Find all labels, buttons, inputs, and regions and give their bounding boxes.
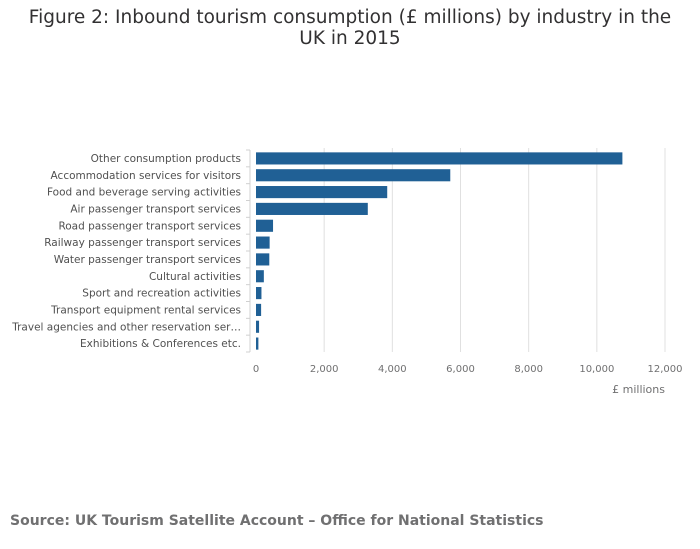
x-tick-label: 4,000: [378, 364, 407, 375]
x-tick-label: 12,000: [648, 364, 683, 375]
x-tick-label: 2,000: [310, 364, 339, 375]
category-label: Railway passenger transport services: [44, 237, 241, 249]
bars: [256, 152, 623, 350]
category-label: Water passenger transport services: [54, 254, 241, 266]
bar[interactable]: [256, 253, 270, 266]
category-label: Food and beverage serving activities: [47, 187, 241, 199]
bar[interactable]: [256, 169, 451, 182]
category-label: Transport equipment rental services: [50, 304, 241, 316]
x-tick-label: 0: [253, 364, 259, 375]
bar[interactable]: [256, 320, 260, 333]
chart-title: Figure 2: Inbound tourism consumption (£…: [28, 7, 672, 49]
bar[interactable]: [256, 186, 388, 199]
category-labels: Other consumption products Accommodation …: [11, 153, 241, 350]
category-label: Sport and recreation activities: [82, 288, 241, 300]
category-label: Travel agencies and other reservation se…: [11, 321, 241, 333]
x-tick-labels: 0 2,000 4,000 6,000 8,000 10,000 12,000: [253, 364, 683, 375]
x-tick-label: 10,000: [579, 364, 614, 375]
category-label: Cultural activities: [149, 271, 241, 283]
bar[interactable]: [256, 152, 623, 165]
source-note: Source: UK Tourism Satellite Account – O…: [10, 513, 544, 529]
category-label: Other consumption products: [91, 153, 241, 165]
x-axis-label: £ millions: [612, 383, 665, 396]
bar[interactable]: [256, 303, 262, 316]
bar[interactable]: [256, 270, 264, 283]
bar[interactable]: [256, 236, 270, 249]
bar[interactable]: [256, 337, 259, 350]
bar[interactable]: [256, 202, 368, 215]
category-label: Accommodation services for visitors: [51, 170, 241, 182]
category-label: Air passenger transport services: [70, 203, 241, 215]
x-tick-label: 6,000: [446, 364, 475, 375]
bar[interactable]: [256, 219, 274, 232]
bar[interactable]: [256, 287, 262, 300]
category-label: Road passenger transport services: [58, 220, 241, 232]
gridlines: [246, 148, 666, 353]
x-tick-label: 8,000: [514, 364, 543, 375]
category-label: Exhibitions & Conferences etc.: [80, 338, 241, 350]
